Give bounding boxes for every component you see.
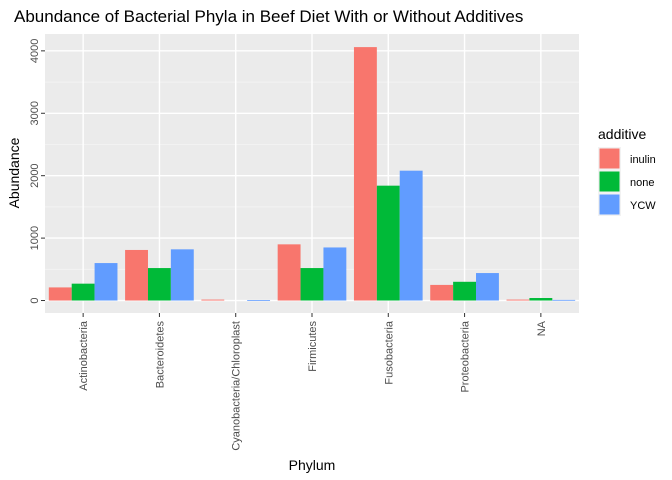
legend-label-ycw: YCW	[630, 200, 656, 212]
bar-ycw-cyanobacteria-chloroplast	[247, 300, 271, 302]
bar-none-fusobacteria	[376, 185, 400, 301]
y-axis: 0 1000 2000 3000 4000	[29, 39, 45, 304]
bar-none-na	[529, 298, 553, 301]
bar-ycw-bacteroidetes	[170, 249, 194, 301]
y-tick-label: 0	[29, 297, 41, 303]
bar-inulin-actinobacteria	[48, 287, 72, 301]
bar-ycw-proteobacteria	[476, 273, 499, 301]
bar-ycw-actinobacteria	[94, 263, 118, 301]
bar-inulin-firmicutes	[277, 244, 301, 301]
bar-none-firmicutes	[300, 268, 324, 301]
x-tick-label: Bacteroidetes	[154, 321, 166, 389]
x-axis: Actinobacteria Bacteroidetes Cyanobacteria…	[78, 313, 548, 451]
bar-inulin-bacteroidetes	[125, 249, 148, 301]
legend-swatch-inulin	[599, 148, 620, 169]
x-tick-label: Proteobacteria	[460, 320, 472, 392]
y-tick-label: 2000	[29, 163, 41, 187]
grid-major	[45, 34, 579, 313]
bar-ycw-fusobacteria	[399, 170, 423, 301]
legend-label-none: none	[630, 177, 654, 189]
x-tick-label: Fusobacteria	[383, 320, 395, 384]
y-tick-label: 1000	[29, 226, 41, 250]
x-tick-label: Cyanobacteria/Chloroplast	[231, 321, 243, 451]
x-axis-label: Phylum	[289, 457, 336, 473]
chart-title: Abundance of Bacterial Phyla in Beef Die…	[14, 7, 523, 26]
x-tick-label: Firmicutes	[307, 321, 319, 372]
y-tick-label: 4000	[29, 39, 41, 63]
bar-ycw-firmicutes	[323, 247, 347, 301]
bars	[48, 47, 576, 302]
x-tick-label: Actinobacteria	[78, 320, 90, 391]
x-tick-label: NA	[536, 320, 548, 336]
legend: additive inulin none YCW	[598, 126, 656, 216]
bar-inulin-cyanobacteria-chloroplast	[201, 299, 225, 301]
bar-none-actinobacteria	[71, 283, 95, 301]
y-tick-label: 3000	[29, 101, 41, 125]
legend-title: additive	[598, 126, 646, 142]
bar-inulin-proteobacteria	[430, 284, 454, 301]
bar-ycw-na	[552, 299, 576, 301]
legend-swatch-none	[599, 171, 620, 192]
legend-label-inulin: inulin	[630, 154, 656, 166]
bar-none-proteobacteria	[453, 281, 477, 301]
bar-none-bacteroidetes	[147, 268, 171, 301]
bar-inulin-fusobacteria	[353, 47, 377, 301]
legend-swatch-ycw	[599, 194, 620, 215]
bar-inulin-na	[506, 299, 530, 301]
y-axis-label: Abundance	[6, 137, 22, 208]
